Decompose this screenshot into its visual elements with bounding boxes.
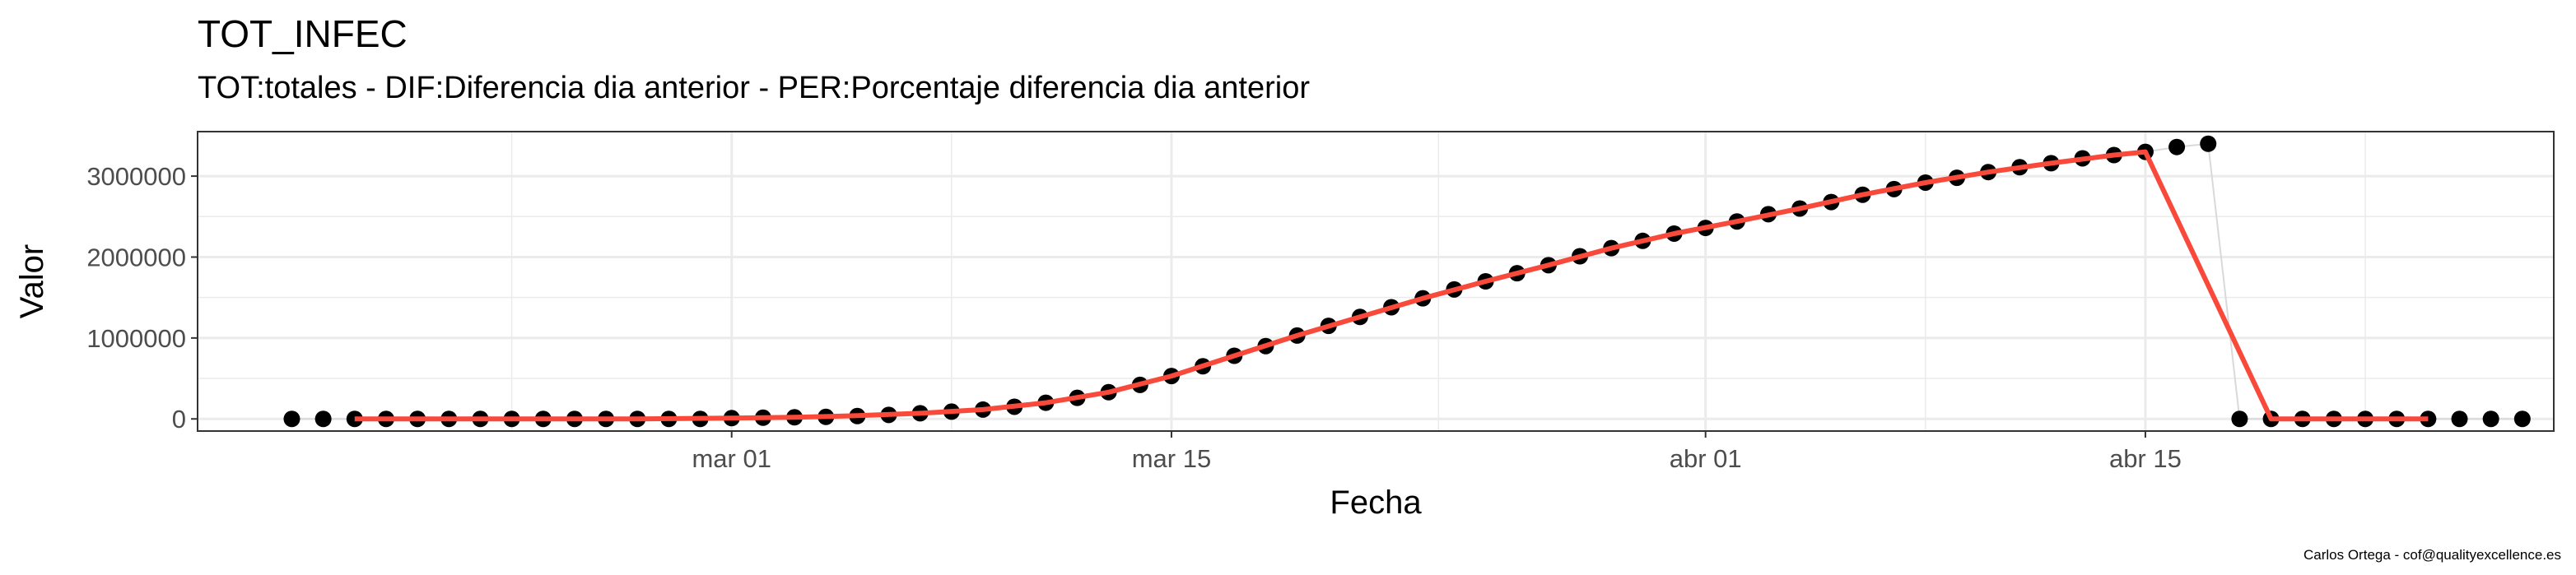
x-tick-label: mar 01 [692,444,771,473]
data-point [2451,410,2468,428]
trend-line [354,149,2429,422]
y-axis-title: Valor [14,244,50,318]
chart-title: TOT_INFEC [198,12,408,55]
caption: Carlos Ortega - cof@qualityexcellence.es [2303,547,2561,563]
y-tick-label: 2000000 [86,243,186,271]
marks-layer [283,135,2531,428]
point-connector-line [291,142,2522,420]
data-point [2168,138,2186,155]
x-tick-label: mar 15 [1132,444,1211,473]
y-tick-label: 3000000 [86,162,186,191]
data-point [2513,410,2531,428]
panel-border [197,131,2555,432]
data-point [314,410,332,428]
x-tick-label: abr 01 [1670,444,1742,473]
data-point [2231,410,2248,428]
y-tick-label: 0 [172,405,186,434]
y-tick-label: 1000000 [86,324,186,353]
x-tick-label: abr 15 [2109,444,2182,473]
x-axis-title: Fecha [1330,485,1422,521]
axes-layer: 0 1000000 2000000 3000000 mar 01 mar 15 abr 01… [86,162,2182,473]
chart-subtitle: TOT:totales - DIF:Diferencia dia anterio… [198,71,1311,105]
data-point [2482,410,2499,428]
data-point [2200,135,2217,152]
data-point [283,410,300,428]
grid-layer [198,132,2554,431]
